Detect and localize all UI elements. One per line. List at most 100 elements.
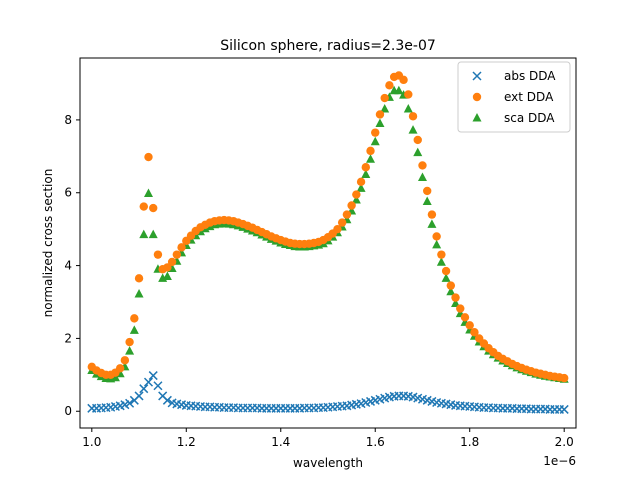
data-point: [417, 172, 427, 181]
data-point: [352, 190, 361, 199]
data-point: [134, 274, 144, 283]
series-abs-dda: [87, 371, 569, 414]
legend-marker-abs-dda: [472, 71, 482, 81]
data-point: [115, 364, 125, 373]
data-point: [172, 250, 182, 259]
data-point: [441, 273, 451, 282]
data-point: [436, 257, 446, 266]
data-point: [451, 298, 461, 307]
data-point: [403, 103, 413, 113]
data-point: [432, 232, 441, 241]
legend-box: [457, 61, 571, 133]
data-point: [404, 90, 413, 99]
data-point: [413, 147, 423, 157]
data-point: [423, 186, 432, 196]
data-point: [143, 188, 153, 197]
data-point: [361, 169, 371, 179]
data-point: [139, 202, 148, 211]
data-point: [465, 321, 474, 330]
data-point: [427, 210, 437, 219]
data-point: [125, 346, 135, 355]
data-point: [356, 183, 366, 192]
data-point: [559, 373, 569, 383]
data-point: [153, 250, 163, 259]
data-point: [456, 304, 465, 313]
data-point: [427, 219, 437, 228]
data-point: [162, 271, 172, 281]
y-axis-ticks: 0 2 4 6 8: [64, 113, 80, 418]
legend-label-abs-dda: abs DDA: [504, 69, 556, 83]
x-axis-offset-label: 1e−6: [543, 454, 576, 468]
x-tick-label: 2.0: [555, 435, 574, 449]
data-point: [125, 337, 134, 347]
data-point: [413, 135, 422, 145]
data-point: [134, 288, 144, 298]
y-tick-label: 4: [64, 259, 72, 273]
x-axis-ticks: 1.0 1.2 1.4 1.6 1.8 2.0: [82, 428, 574, 449]
data-point: [470, 328, 479, 337]
data-point: [134, 391, 144, 401]
data-point: [163, 263, 172, 272]
data-point: [399, 75, 408, 85]
legend-label-ext-dda: ext DDA: [504, 90, 554, 104]
data-point: [110, 372, 120, 382]
data-point: [441, 266, 451, 276]
legend: abs DDA ext DDA sca DDA: [457, 61, 571, 133]
data-point: [144, 152, 153, 162]
data-point: [418, 161, 427, 170]
data-point: [130, 314, 139, 323]
data-point: [342, 210, 352, 219]
data-point: [370, 136, 380, 146]
data-point: [148, 229, 158, 239]
data-point: [125, 398, 135, 408]
plot-marks: [87, 71, 569, 414]
data-point: [394, 85, 404, 95]
data-point: [460, 313, 470, 322]
x-tick-label: 1.8: [460, 435, 479, 449]
legend-label-sca-dda: sca DDA: [504, 111, 555, 125]
data-point: [446, 281, 456, 290]
data-point: [385, 81, 394, 90]
data-point: [380, 93, 389, 103]
data-point: [451, 293, 460, 302]
data-point: [347, 201, 356, 210]
data-point: [177, 243, 186, 252]
data-point: [139, 384, 149, 394]
x-axis-label: wavelength: [293, 456, 363, 470]
y-axis-label: normalized cross section: [41, 169, 55, 318]
data-point: [559, 404, 569, 414]
data-point: [139, 229, 149, 239]
x-tick-label: 1.6: [366, 435, 385, 449]
legend-entries: abs DDA ext DDA sca DDA: [472, 69, 556, 125]
data-point: [120, 356, 130, 365]
data-point: [351, 195, 361, 204]
legend-marker-ext-dda: [472, 92, 482, 102]
data-point: [408, 125, 418, 134]
data-point: [366, 154, 376, 163]
data-point: [437, 250, 446, 259]
data-point: [446, 286, 456, 296]
y-tick-label: 2: [64, 331, 72, 345]
data-point: [129, 325, 139, 334]
x-tick-label: 1.2: [177, 435, 196, 449]
data-point: [153, 381, 163, 391]
data-point: [371, 128, 380, 137]
data-point: [149, 203, 158, 213]
data-point: [375, 118, 385, 128]
legend-marker-sca-dda: [472, 113, 482, 122]
data-point: [148, 371, 158, 381]
y-tick-label: 0: [64, 404, 72, 418]
data-point: [333, 224, 342, 234]
data-point: [408, 112, 418, 121]
data-point: [380, 103, 390, 113]
data-point: [162, 395, 172, 405]
data-point: [366, 146, 375, 156]
data-point: [422, 196, 432, 205]
x-tick-label: 1.4: [271, 435, 290, 449]
data-point: [375, 110, 385, 119]
data-point: [167, 257, 177, 267]
chart-title: Silicon sphere, radius=2.3e-07: [220, 38, 436, 54]
data-point: [432, 239, 442, 249]
data-point: [356, 177, 366, 187]
